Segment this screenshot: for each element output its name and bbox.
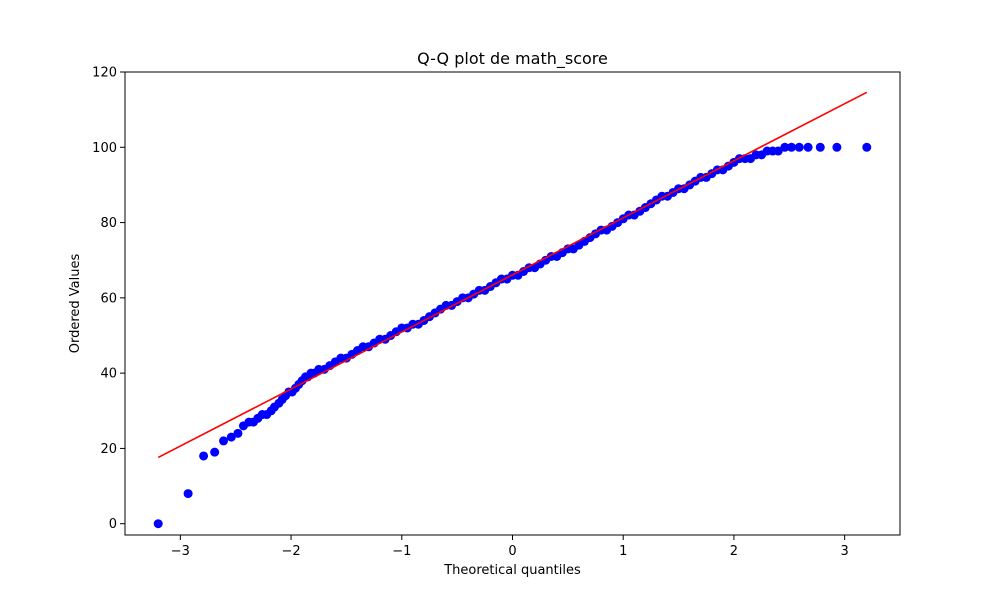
y-tick-label: 120 — [92, 66, 117, 81]
data-point — [233, 428, 243, 438]
data-point — [794, 142, 804, 152]
x-axis-label: Theoretical quantiles — [443, 563, 581, 578]
x-tick-label: −1 — [392, 544, 411, 559]
x-axis: −3 −2 −1 0 1 2 3 — [171, 535, 849, 559]
fit-line — [157, 91, 868, 459]
chart-title: Q-Q plot de math_score — [417, 49, 608, 69]
data-point — [862, 142, 872, 152]
y-axis-label: Ordered Values — [68, 254, 83, 354]
plot-frame — [124, 71, 901, 536]
x-tick-label: 2 — [730, 544, 738, 559]
x-tick-label: 1 — [619, 544, 627, 559]
data-point — [210, 447, 220, 457]
y-tick-label: 0 — [109, 517, 117, 532]
x-tick-label: 3 — [841, 544, 849, 559]
data-point — [199, 451, 209, 461]
y-tick-label: 20 — [100, 442, 117, 457]
x-tick-label: −2 — [281, 544, 300, 559]
data-point — [219, 436, 229, 446]
y-tick-label: 80 — [100, 216, 117, 231]
x-tick-label: −3 — [171, 544, 190, 559]
y-tick-label: 100 — [92, 141, 117, 156]
data-point — [773, 146, 783, 156]
x-tick-label: 0 — [508, 544, 516, 559]
data-point — [226, 432, 236, 442]
data-point — [803, 142, 813, 152]
data-point — [787, 142, 796, 152]
y-tick-label: 40 — [100, 367, 117, 382]
data-point — [832, 142, 842, 152]
y-axis: 0 20 40 60 80 100 120 — [92, 66, 125, 532]
data-point — [815, 142, 825, 152]
data-point — [183, 489, 193, 499]
data-point — [780, 142, 790, 152]
data-point — [153, 519, 163, 529]
plot-marks — [153, 91, 872, 529]
y-tick-label: 60 — [100, 291, 117, 306]
